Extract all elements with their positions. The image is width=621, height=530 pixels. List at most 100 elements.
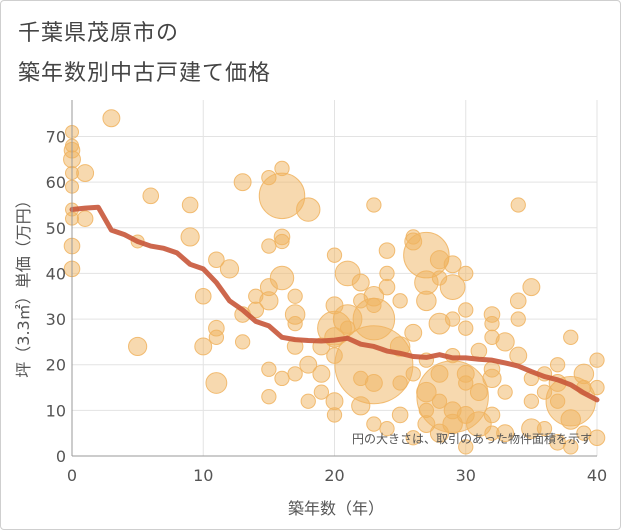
data-point bbox=[588, 429, 606, 447]
bubble-series bbox=[63, 109, 606, 455]
data-point bbox=[287, 315, 303, 332]
chart-title-line2: 築年数別中古戸建て価格 bbox=[18, 61, 272, 86]
data-point bbox=[325, 392, 344, 411]
x-axis-label: 築年数（年） bbox=[288, 499, 384, 518]
y-tick-label: 50 bbox=[46, 219, 66, 238]
data-point bbox=[287, 366, 303, 382]
data-point bbox=[497, 384, 513, 400]
data-point bbox=[458, 302, 474, 318]
x-tick-label: 30 bbox=[456, 466, 476, 485]
data-point bbox=[326, 247, 343, 263]
data-point bbox=[269, 265, 295, 291]
data-point bbox=[391, 406, 409, 424]
data-point bbox=[180, 227, 200, 247]
data-point bbox=[405, 366, 421, 382]
data-point bbox=[589, 352, 605, 368]
data-point bbox=[589, 379, 605, 396]
data-point bbox=[296, 197, 321, 222]
data-point bbox=[219, 259, 240, 279]
data-point bbox=[458, 265, 474, 282]
data-point bbox=[392, 375, 408, 391]
y-tick-label: 40 bbox=[46, 264, 66, 283]
data-point bbox=[378, 278, 396, 296]
data-point bbox=[102, 109, 121, 128]
data-point bbox=[142, 187, 160, 205]
data-point bbox=[300, 393, 316, 409]
data-point bbox=[313, 384, 330, 400]
y-axis-label: 坪（3.3㎡）単価（万円） bbox=[14, 192, 33, 377]
y-tick-label: 60 bbox=[46, 173, 66, 192]
data-point bbox=[536, 420, 553, 437]
data-point bbox=[274, 233, 290, 250]
data-point bbox=[482, 368, 502, 389]
y-tick-label: 10 bbox=[46, 401, 66, 420]
data-point bbox=[194, 287, 212, 305]
data-point bbox=[443, 255, 462, 274]
data-point bbox=[469, 383, 488, 402]
average-line-series bbox=[69, 204, 600, 403]
data-point bbox=[366, 416, 382, 432]
data-point bbox=[208, 329, 225, 345]
data-point bbox=[484, 315, 500, 332]
data-point bbox=[458, 439, 474, 455]
data-point bbox=[205, 372, 228, 394]
data-point bbox=[509, 292, 527, 310]
data-point bbox=[510, 197, 526, 213]
data-point bbox=[510, 311, 526, 327]
data-point bbox=[392, 293, 408, 309]
data-point bbox=[287, 288, 303, 304]
data-point bbox=[128, 336, 148, 357]
x-tick-label: 40 bbox=[587, 466, 607, 485]
data-point bbox=[247, 301, 265, 319]
data-point bbox=[194, 337, 213, 356]
data-point bbox=[378, 242, 396, 259]
data-point bbox=[560, 409, 581, 430]
data-point bbox=[259, 291, 279, 311]
data-point bbox=[404, 323, 423, 342]
data-point bbox=[563, 439, 579, 455]
data-point bbox=[416, 290, 437, 312]
data-point bbox=[274, 370, 290, 387]
data-point bbox=[379, 265, 395, 282]
data-point bbox=[458, 375, 474, 391]
data-point bbox=[233, 173, 252, 192]
data-point bbox=[312, 364, 331, 383]
data-point bbox=[458, 320, 474, 336]
average-line bbox=[69, 204, 600, 403]
data-point bbox=[234, 334, 251, 350]
bubble-size-note: 円の大きさは、取引のあった物件面積を示す bbox=[352, 431, 592, 446]
y-tick-label: 30 bbox=[46, 310, 66, 329]
data-point bbox=[261, 389, 277, 405]
data-point bbox=[523, 393, 540, 409]
data-point bbox=[261, 361, 277, 377]
data-point bbox=[495, 332, 515, 352]
y-tick-label: 70 bbox=[46, 128, 66, 147]
data-point bbox=[299, 355, 318, 374]
data-point bbox=[258, 172, 306, 220]
data-point bbox=[439, 274, 466, 300]
y-tick-label: 20 bbox=[46, 356, 66, 375]
data-point bbox=[76, 164, 95, 182]
x-tick-label: 10 bbox=[193, 466, 213, 485]
data-point bbox=[483, 406, 501, 424]
data-point bbox=[444, 311, 461, 327]
data-point bbox=[208, 251, 225, 269]
data-point bbox=[261, 238, 277, 254]
data-point bbox=[181, 196, 199, 214]
axes: 0 10 20 30 40 50 60 70 0 10 20 30 40 bbox=[46, 100, 607, 485]
data-point bbox=[563, 329, 579, 345]
x-tick-label: 20 bbox=[324, 466, 344, 485]
data-point bbox=[379, 420, 395, 437]
data-point bbox=[326, 407, 343, 423]
data-point bbox=[496, 424, 515, 443]
chart-title-line1: 千葉県茂原市の bbox=[18, 21, 180, 46]
x-tick-label: 0 bbox=[67, 466, 77, 485]
y-tick-label: 0 bbox=[56, 447, 66, 466]
data-point bbox=[364, 374, 383, 392]
data-point bbox=[366, 197, 382, 213]
data-point bbox=[351, 273, 370, 292]
data-point bbox=[549, 357, 566, 373]
data-point bbox=[509, 346, 528, 365]
